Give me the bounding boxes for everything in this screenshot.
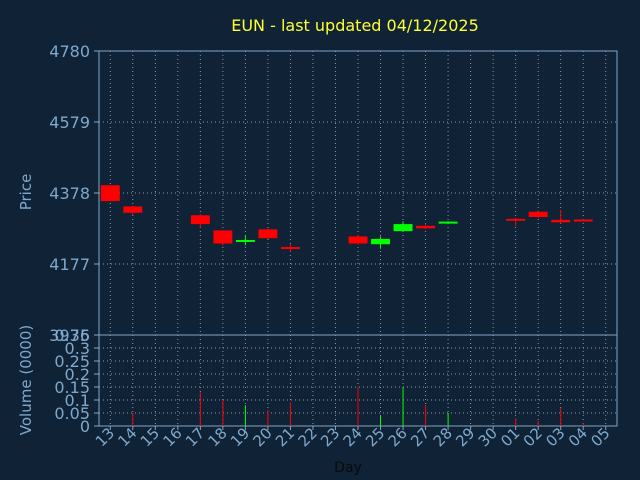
chart-title: EUN - last updated 04/12/2025 (231, 16, 479, 35)
candle-body (348, 236, 368, 244)
volume-tick-label: 0.15 (54, 378, 90, 397)
x-tick-labels: 1314151617181920212223242526272829300102… (92, 424, 614, 450)
volume-tick-label: 0.05 (54, 404, 90, 423)
price-tick-label: 4579 (49, 113, 90, 132)
candle-body (551, 219, 571, 223)
price-axis-label: Price (17, 174, 35, 211)
volume-axis-label: Volume (0000) (17, 325, 35, 435)
price-panel: 4780 4579 4378 4177 3976 (49, 42, 618, 345)
candle-body (438, 221, 458, 224)
price-tick-label: 4378 (49, 184, 90, 203)
candle-body (213, 230, 233, 244)
volume-tick-label: 0 (80, 417, 90, 436)
candle-body (506, 218, 526, 221)
volume-tick-label: 0.2 (65, 365, 90, 384)
candle-body (371, 238, 390, 245)
candle-body (573, 219, 593, 222)
candle-body (123, 206, 143, 213)
candle-body (190, 215, 210, 225)
volume-panel: 00.050.10.150.20.250.30.35 (54, 326, 618, 436)
candle-body (235, 239, 255, 242)
candle-body (528, 211, 548, 218)
volume-tick-label: 0.35 (54, 326, 90, 345)
x-tick-label: 05 (587, 424, 613, 450)
candle-body (100, 185, 120, 202)
price-tick-label: 3976 (49, 326, 90, 345)
price-tick-label: 4780 (49, 42, 90, 61)
day-axis-label: Day (334, 460, 362, 476)
candle-body (258, 229, 278, 239)
candle-body (416, 225, 436, 229)
price-tick-label: 4177 (49, 255, 90, 274)
volume-tick-label: 0.25 (54, 352, 90, 371)
volume-tick-label: 0.3 (65, 339, 90, 358)
candle-body (280, 247, 300, 250)
candle-body (393, 224, 413, 232)
volume-tick-label: 0.1 (65, 391, 90, 410)
